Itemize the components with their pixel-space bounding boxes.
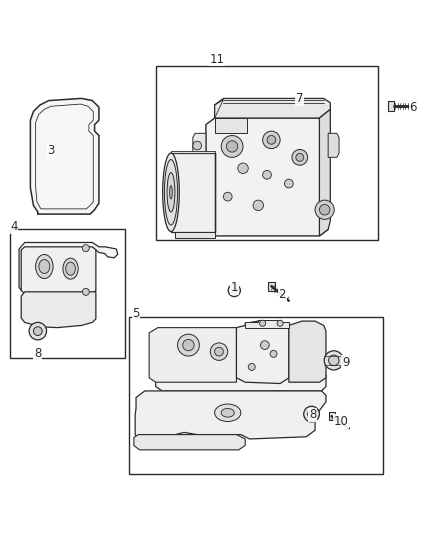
Text: 5: 5 [132,307,140,320]
Polygon shape [245,320,289,328]
Circle shape [296,154,304,161]
Polygon shape [215,118,247,133]
Circle shape [277,320,283,326]
Circle shape [33,327,42,335]
Circle shape [270,350,277,357]
Text: 1: 1 [230,281,238,294]
Circle shape [223,192,232,201]
Polygon shape [175,231,215,238]
Circle shape [307,410,315,418]
Circle shape [29,322,46,340]
Text: 8: 8 [309,408,317,422]
Text: 10: 10 [334,415,349,428]
Ellipse shape [221,408,234,417]
Polygon shape [135,391,326,441]
Circle shape [253,200,264,211]
Circle shape [328,355,339,366]
Circle shape [82,245,89,252]
Circle shape [228,285,240,297]
Circle shape [261,341,269,350]
Circle shape [233,289,235,292]
Polygon shape [30,99,99,214]
Circle shape [267,135,276,144]
Circle shape [260,320,266,326]
Polygon shape [388,101,394,111]
Ellipse shape [170,185,172,199]
Polygon shape [171,153,215,231]
Polygon shape [134,434,245,450]
Polygon shape [21,247,96,294]
Ellipse shape [162,153,179,231]
Polygon shape [319,109,330,236]
Ellipse shape [39,260,50,273]
Text: 9: 9 [342,356,350,369]
Circle shape [304,406,319,422]
Text: 11: 11 [209,53,224,66]
Circle shape [177,334,199,356]
Polygon shape [19,243,118,290]
Polygon shape [171,151,215,153]
Polygon shape [237,321,289,384]
Polygon shape [328,413,335,420]
Circle shape [292,149,307,165]
Ellipse shape [63,258,78,279]
Polygon shape [328,133,339,157]
Polygon shape [289,321,326,382]
Bar [130,317,383,474]
Circle shape [193,141,201,150]
Polygon shape [21,292,96,328]
Polygon shape [206,118,328,236]
Circle shape [285,179,293,188]
Polygon shape [193,133,206,157]
Circle shape [315,200,334,220]
Polygon shape [155,375,326,391]
Ellipse shape [35,254,53,279]
Circle shape [324,351,343,370]
Circle shape [231,287,237,294]
Text: 3: 3 [47,144,55,157]
Bar [155,66,378,240]
Circle shape [215,348,223,356]
Text: 8: 8 [34,348,42,360]
Text: 2: 2 [279,288,286,301]
Polygon shape [215,99,330,118]
Circle shape [82,288,89,295]
Circle shape [183,340,194,351]
Polygon shape [149,328,237,382]
Circle shape [248,364,255,370]
Ellipse shape [215,404,241,422]
Ellipse shape [167,173,175,212]
Text: 6: 6 [410,101,417,114]
Circle shape [226,141,238,152]
Ellipse shape [66,262,75,275]
Circle shape [263,171,272,179]
Text: 7: 7 [296,92,304,105]
Circle shape [263,131,280,149]
Circle shape [210,343,228,360]
Text: 4: 4 [10,220,18,233]
Polygon shape [268,282,275,290]
Bar [11,229,125,358]
Ellipse shape [164,159,177,225]
Circle shape [238,163,248,174]
Circle shape [221,135,243,157]
Circle shape [319,205,330,215]
